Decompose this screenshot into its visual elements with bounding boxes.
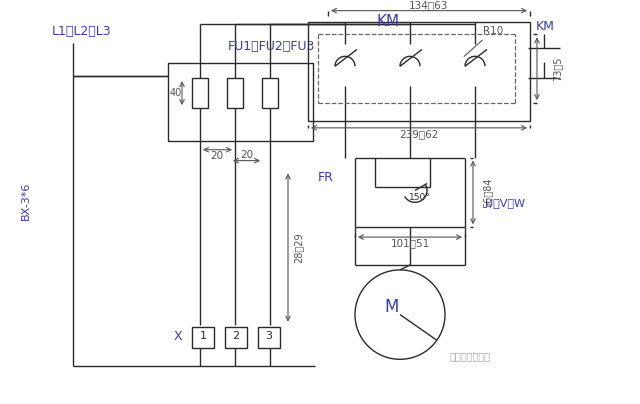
Bar [168,63,313,141]
Text: U、V、W: U、V、W [485,198,525,208]
Text: KM: KM [536,20,554,33]
Bar [192,326,214,348]
Text: 28，29: 28，29 [293,233,303,263]
Bar [258,326,280,348]
Text: 20: 20 [241,149,253,160]
Text: 73，5: 73，5 [552,57,562,82]
Bar [225,326,247,348]
Text: R10: R10 [464,25,503,57]
Text: 2: 2 [232,331,239,341]
Text: 3: 3 [266,331,273,341]
Bar [262,78,278,108]
Text: 20: 20 [211,151,223,161]
Text: M: M [385,298,399,316]
Text: 134，63: 134，63 [410,1,449,11]
Bar [308,21,530,121]
Text: 40: 40 [170,88,182,98]
Text: L1、L2、L3: L1、L2、L3 [52,25,111,38]
Text: 众辰自动化培训: 众辰自动化培训 [449,351,491,361]
Text: 101，51: 101，51 [390,238,429,248]
Text: X: X [173,330,182,343]
Text: 1: 1 [200,331,207,341]
Text: KM: KM [376,14,399,29]
Text: FU1、FU2、FU3: FU1、FU2、FU3 [228,40,316,53]
Text: 56，84: 56，84 [482,177,492,208]
Text: 150°: 150° [409,193,431,202]
Bar [227,78,243,108]
Bar [192,78,208,108]
Text: 239，62: 239，62 [399,129,438,139]
Text: FR: FR [318,171,334,184]
Text: BX-3*6: BX-3*6 [21,181,31,219]
